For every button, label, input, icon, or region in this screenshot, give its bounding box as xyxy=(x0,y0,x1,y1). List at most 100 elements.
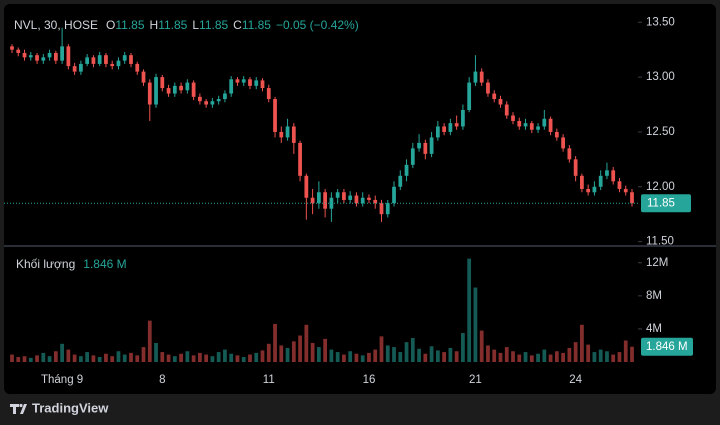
volume-bar xyxy=(279,345,284,362)
candle-body xyxy=(379,203,384,215)
candle-body xyxy=(122,55,127,61)
volume-bar xyxy=(204,354,209,362)
chart-panel xyxy=(4,4,716,394)
volume-bar xyxy=(529,355,534,362)
volume-bar xyxy=(392,347,396,362)
volume-bar xyxy=(523,352,528,362)
candle-body xyxy=(204,101,209,105)
volume-bar xyxy=(79,356,83,362)
legend-value: 11.85 xyxy=(242,18,271,32)
candle-body xyxy=(617,181,622,189)
brand-logo xyxy=(10,403,27,414)
volume-bar xyxy=(536,353,540,362)
candle-body xyxy=(298,142,302,176)
volume-bar xyxy=(467,258,472,362)
volume-bar xyxy=(304,324,309,362)
volume-bar xyxy=(404,342,409,362)
volume-bar xyxy=(398,352,403,362)
candle-body xyxy=(210,101,215,105)
volume-bar xyxy=(28,357,33,362)
volume-bar xyxy=(442,352,446,362)
candle-body xyxy=(417,142,421,149)
volume-bar xyxy=(473,287,478,362)
candle-body xyxy=(279,131,284,138)
candle-body xyxy=(517,120,522,127)
volume-bar xyxy=(135,355,140,362)
volume-bar xyxy=(598,349,603,362)
volume-bar xyxy=(241,357,246,362)
candle-body xyxy=(573,159,578,176)
volume-bar xyxy=(517,354,522,362)
volume-bar xyxy=(223,349,227,362)
candle-body xyxy=(66,46,71,67)
x-tick-label: Tháng 9 xyxy=(41,374,83,386)
legend-label: O xyxy=(106,18,115,32)
candle-body xyxy=(10,46,14,50)
volume-bar xyxy=(310,342,315,362)
volume-bar xyxy=(561,352,565,362)
candle-body xyxy=(486,82,490,94)
candle-body xyxy=(598,175,603,187)
x-tick-label: 11 xyxy=(263,374,275,386)
volume-bar xyxy=(110,356,115,362)
volume-bar xyxy=(53,351,58,362)
candle-body xyxy=(166,88,171,94)
candle-body xyxy=(116,60,121,67)
candle-body xyxy=(241,79,246,83)
candle-body xyxy=(348,195,353,200)
volume-title: Khối lượng xyxy=(16,257,75,271)
candle-body xyxy=(335,192,340,198)
candle-body xyxy=(542,118,547,127)
candle-body xyxy=(561,137,565,149)
volume-bar xyxy=(141,347,146,362)
volume-bar xyxy=(91,355,96,362)
candle-body xyxy=(135,63,140,72)
volume-bar xyxy=(147,320,152,362)
y-tick-label: 13.00 xyxy=(646,71,675,83)
candle-body xyxy=(398,175,403,187)
candle-body xyxy=(467,82,472,110)
candle-body xyxy=(248,79,252,86)
volume-bar xyxy=(254,352,259,362)
candle-body xyxy=(435,126,440,138)
candle-body xyxy=(110,63,115,67)
volume-bar xyxy=(410,338,415,362)
candle-body xyxy=(442,126,446,132)
candle-body xyxy=(85,57,90,64)
volume-bar xyxy=(448,347,453,362)
candle-body xyxy=(223,93,227,100)
volume-bar xyxy=(47,356,52,362)
candle-body xyxy=(473,71,478,83)
volume-bar xyxy=(216,352,221,362)
volume-bar xyxy=(630,346,634,362)
candle-body xyxy=(492,93,497,100)
candle-body xyxy=(630,192,634,204)
candle-body xyxy=(141,71,146,83)
legend-change: −0.05 (−0.42%) xyxy=(276,18,359,32)
candle-body xyxy=(154,77,158,105)
volume-bar xyxy=(580,324,584,362)
brand: TradingView xyxy=(32,400,109,415)
volume-bar xyxy=(548,354,553,362)
volume-tick-label: 8M xyxy=(646,290,662,302)
x-tick-label: 16 xyxy=(363,374,376,386)
candle-body xyxy=(22,52,27,58)
last-price-label: 11.85 xyxy=(647,197,675,209)
candle-body xyxy=(41,57,46,61)
candle-body xyxy=(360,197,365,204)
volume-bar xyxy=(379,336,384,362)
volume-bar xyxy=(435,350,440,362)
candle-body xyxy=(72,66,77,72)
candle-body xyxy=(592,186,597,193)
volume-legend: Khối lượng 1.846 M xyxy=(16,257,127,271)
volume-bar xyxy=(298,335,302,362)
volume-tick-label: 12M xyxy=(646,257,668,269)
volume-bar xyxy=(198,352,202,362)
y-tick-label: 12.00 xyxy=(646,181,675,193)
candle-body xyxy=(410,148,415,165)
volume-bar xyxy=(10,354,14,362)
candle-body xyxy=(254,80,259,86)
volume-bar xyxy=(342,354,346,362)
last-price-box xyxy=(641,194,691,213)
volume-bar xyxy=(66,349,71,362)
